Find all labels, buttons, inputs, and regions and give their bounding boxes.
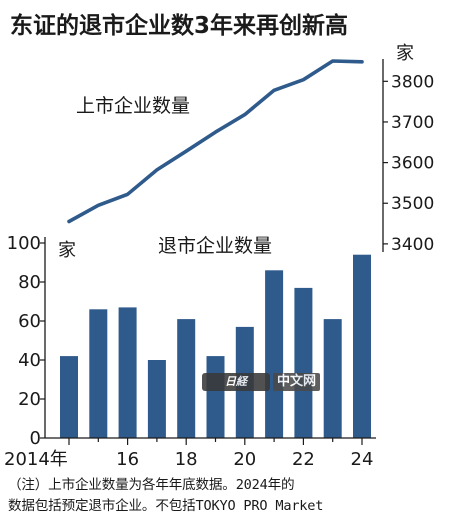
chart-title: 东证的退市企业数3年来再创新高 — [10, 13, 349, 39]
bar-2023 — [323, 319, 342, 438]
x-tick-label: 18 — [175, 449, 198, 470]
x-tick-label: 22 — [292, 449, 315, 470]
bar-series-label: 退市企业数量 — [158, 235, 272, 257]
bar-y-tick-label: 60 — [18, 311, 41, 332]
bar-2021 — [265, 270, 284, 438]
footnote-line-1: （注）上市企业数量为各年年底数据。2024年的 — [8, 477, 295, 493]
bar-y-tick-label: 40 — [18, 350, 41, 371]
bar-y-tick-label: 100 — [7, 233, 41, 254]
bar-2019 — [206, 356, 225, 438]
line-y-tick-label: 3500 — [391, 194, 434, 214]
line-unit-label: 家 — [396, 43, 414, 64]
bar-y-tick-label: 0 — [30, 428, 41, 449]
bar-series — [60, 254, 371, 438]
watermark: 日経 中文网 — [202, 373, 321, 391]
x-tick-label: 20 — [233, 449, 256, 470]
x-tick-label: 2014年 — [4, 449, 68, 470]
bar-2024 — [353, 254, 371, 438]
line-y-tick-label: 3700 — [391, 113, 434, 133]
bar-2014 — [60, 356, 78, 438]
footnote: （注）上市企业数量为各年年底数据。2024年的 数据包括预定退市企业。不包括TO… — [8, 475, 448, 517]
watermark-logo: 日経 — [202, 373, 270, 391]
bar-y-tick-label: 20 — [18, 389, 41, 410]
line-series-label: 上市企业数量 — [76, 95, 190, 117]
x-tick-label: 16 — [116, 449, 139, 470]
bar-2018 — [177, 319, 196, 438]
line-series — [67, 59, 364, 224]
watermark-text: 中文网 — [273, 373, 321, 391]
bar-2017 — [147, 360, 166, 438]
line-y-tick-label: 3800 — [391, 72, 434, 92]
footnote-line-2: 数据包括预定退市企业。不包括TOKYO PRO Market — [8, 498, 324, 514]
line-y-tick-label: 3600 — [391, 154, 434, 174]
axes — [40, 59, 388, 445]
bar-2022 — [294, 287, 313, 438]
x-tick-label: 24 — [351, 449, 374, 470]
bar-2015 — [89, 309, 108, 438]
bar-unit-label: 家 — [58, 240, 76, 261]
bar-2016 — [118, 307, 137, 438]
line-y-tick-label: 3400 — [391, 235, 434, 255]
bar-y-tick-label: 80 — [18, 272, 41, 293]
line-series-path — [67, 59, 364, 224]
